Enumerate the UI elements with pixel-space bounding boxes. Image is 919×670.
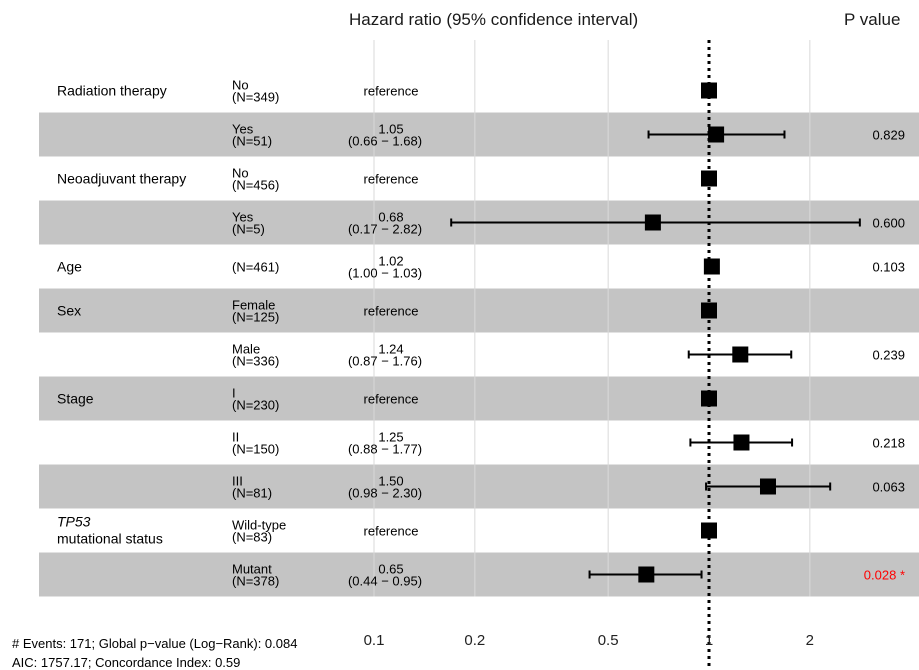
row-shade xyxy=(39,376,919,421)
level-label: Female xyxy=(232,298,275,313)
n-label: (N=83) xyxy=(232,530,272,545)
n-label: (N=378) xyxy=(232,574,279,589)
estimate-text: 0.68 xyxy=(378,210,403,225)
p-value: 0.239 xyxy=(872,348,905,363)
n-label: (N=81) xyxy=(232,486,272,501)
p-value: 0.829 xyxy=(872,128,905,143)
p-value: 0.103 xyxy=(872,260,905,275)
n-label: (N=125) xyxy=(232,310,279,325)
variable-name: Radiation therapy xyxy=(57,83,167,99)
hr-marker xyxy=(732,346,749,363)
estimate-text: reference xyxy=(364,392,419,407)
ci-text: (0.17 − 2.82) xyxy=(348,222,422,237)
n-label: (N=336) xyxy=(232,354,279,369)
n-label: (N=349) xyxy=(232,90,279,105)
hr-marker xyxy=(733,434,750,451)
hr-marker xyxy=(701,302,717,319)
level-label: I xyxy=(232,386,236,401)
n-label: (N=5) xyxy=(232,222,265,237)
level-label: No xyxy=(232,166,249,181)
x-tick-label: 0.1 xyxy=(364,632,385,649)
variable-name: TP53 xyxy=(57,514,91,530)
p-value: 0.028 * xyxy=(864,568,905,583)
ci-text: (0.66 − 1.68) xyxy=(348,134,422,149)
level-label: No xyxy=(232,78,249,93)
ci-text: (0.88 − 1.77) xyxy=(348,442,422,457)
level-label: Mutant xyxy=(232,562,272,577)
variable-name: Stage xyxy=(57,391,94,407)
estimate-text: 1.02 xyxy=(378,254,403,269)
estimate-text: reference xyxy=(364,172,419,187)
estimate-text: reference xyxy=(364,84,419,99)
n-label: (N=456) xyxy=(232,178,279,193)
hr-marker xyxy=(638,566,655,583)
level-label: Male xyxy=(232,342,260,357)
variable-name: Neoadjuvant therapy xyxy=(57,171,186,187)
estimate-text: reference xyxy=(364,304,419,319)
estimate-text: 0.65 xyxy=(378,562,403,577)
row-shade xyxy=(39,288,919,333)
hr-marker xyxy=(701,390,717,407)
p-value-header: P value xyxy=(844,10,901,29)
level-label: Wild-type xyxy=(232,518,286,533)
hazard-ratio-header: Hazard ratio (95% confidence interval) xyxy=(349,10,639,29)
p-value: 0.063 xyxy=(872,480,905,495)
n-label: (N=230) xyxy=(232,398,279,413)
level-label: II xyxy=(232,430,239,445)
hr-marker xyxy=(703,258,720,275)
ci-text: (0.87 − 1.76) xyxy=(348,354,422,369)
footer-events: # Events: 171; Global p−value (Log−Rank)… xyxy=(12,636,298,651)
x-tick-label: 0.5 xyxy=(598,632,619,649)
n-label: (N=51) xyxy=(232,134,272,149)
row-shade xyxy=(39,112,919,157)
hr-marker xyxy=(701,82,717,99)
estimate-text: reference xyxy=(364,524,419,539)
estimate-text: 1.50 xyxy=(378,474,403,489)
ci-text: (0.98 − 2.30) xyxy=(348,486,422,501)
level-label: III xyxy=(232,474,243,489)
x-tick-label: 0.2 xyxy=(464,632,485,649)
ci-text: (0.44 − 0.95) xyxy=(348,574,422,589)
hr-marker xyxy=(701,170,717,187)
x-tick-label: 2 xyxy=(806,632,814,649)
n-label: (N=150) xyxy=(232,442,279,457)
hr-marker xyxy=(759,478,776,495)
variable-name: Age xyxy=(57,259,82,275)
x-tick-label: 1 xyxy=(705,632,713,649)
p-value: 0.218 xyxy=(872,436,905,451)
footer-aic: AIC: 1757.17; Concordance Index: 0.59 xyxy=(12,655,241,670)
variable-name-line2: mutational status xyxy=(57,531,163,547)
estimate-text: 1.24 xyxy=(378,342,403,357)
variable-name: Sex xyxy=(57,303,81,319)
level-label: Yes xyxy=(232,210,254,225)
ci-text: (1.00 − 1.03) xyxy=(348,266,422,281)
hr-marker xyxy=(701,522,717,539)
row-shade xyxy=(39,552,919,597)
hr-marker xyxy=(644,214,661,231)
estimate-text: 1.05 xyxy=(378,122,403,137)
estimate-text: 1.25 xyxy=(378,430,403,445)
level-label: Yes xyxy=(232,122,254,137)
n-label: (N=461) xyxy=(232,260,279,275)
hr-marker xyxy=(708,126,725,143)
p-value: 0.600 xyxy=(872,216,905,231)
